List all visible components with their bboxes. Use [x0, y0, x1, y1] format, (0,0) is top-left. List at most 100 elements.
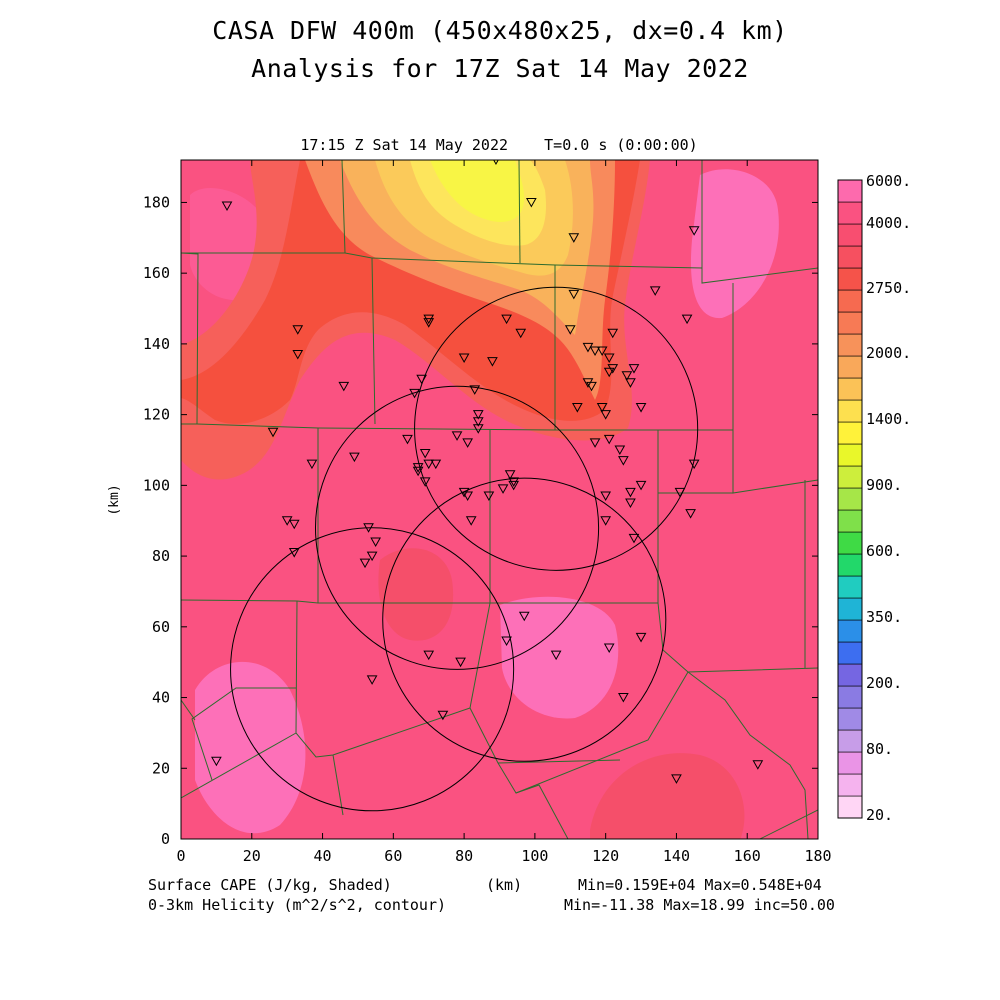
- colorbar-swatch: [837, 751, 863, 775]
- station-marker: [564, 325, 576, 335]
- station-marker: [681, 314, 693, 325]
- cape-area-high-sw: [195, 661, 306, 834]
- station-marker: [589, 346, 601, 356]
- colorbar-swatch: [837, 179, 863, 203]
- station-marker: [292, 325, 304, 335]
- colorbar-label: 80.: [866, 740, 893, 758]
- colorbar-label: 900.: [866, 476, 902, 494]
- station-marker: [423, 459, 435, 470]
- x-tick-label: 100: [521, 847, 548, 865]
- boundary-line: [181, 732, 297, 799]
- cape-area-1400: [430, 160, 525, 222]
- x-tick-label: 60: [384, 847, 402, 865]
- radar-ring-north: [414, 286, 699, 571]
- station-marker: [596, 346, 608, 356]
- colorbar-swatch: [837, 509, 863, 533]
- colorbar-swatch: [837, 223, 863, 247]
- cape-area-low-south: [590, 753, 745, 839]
- station-marker: [472, 410, 484, 420]
- colorbar-swatch: [837, 355, 863, 379]
- colorbar-label: 350.: [866, 608, 902, 626]
- y-tick-label: 180: [143, 193, 170, 211]
- station-marker: [525, 197, 537, 208]
- colorbar-swatch: [837, 795, 863, 819]
- station-marker: [423, 318, 435, 328]
- boundary-line: [181, 252, 199, 425]
- station-marker: [469, 385, 481, 395]
- station-marker: [366, 551, 378, 562]
- station-marker: [508, 477, 520, 487]
- station-marker: [625, 378, 636, 388]
- station-marker: [349, 452, 360, 463]
- colorbar-swatch: [837, 377, 863, 401]
- station-marker: [596, 403, 608, 413]
- station-marker: [359, 558, 371, 569]
- station-marker: [423, 650, 435, 661]
- station-marker: [649, 286, 661, 296]
- y-axis-label: (km): [107, 484, 122, 515]
- station-marker: [603, 367, 615, 378]
- station-marker: [582, 342, 594, 353]
- station-marker: [600, 410, 612, 420]
- station-marker: [586, 381, 597, 392]
- colorbar-swatch: [837, 311, 863, 335]
- x-axis-label: (km): [486, 876, 523, 894]
- boundary-line: [181, 699, 196, 721]
- boundary-line: [181, 599, 658, 604]
- station-marker: [419, 449, 431, 459]
- footer-stats-1: Min=0.159E+04 Max=0.548E+04: [578, 876, 822, 894]
- station-marker: [338, 381, 350, 392]
- station-marker: [688, 459, 700, 470]
- station-marker: [487, 357, 498, 367]
- x-tick-label: 120: [592, 847, 619, 865]
- radar-ring-center: [382, 477, 667, 762]
- x-tick-label: 160: [734, 847, 761, 865]
- colorbar-label: 1400.: [866, 410, 911, 428]
- x-tick-label: 40: [314, 847, 332, 865]
- station-marker: [607, 328, 619, 339]
- station-marker: [462, 491, 474, 501]
- radar-rings: [230, 286, 699, 812]
- boundary-line: [687, 671, 809, 839]
- boundary-line: [497, 759, 621, 764]
- station-marker: [614, 445, 626, 456]
- station-marker: [674, 487, 686, 498]
- station-marker: [497, 484, 509, 494]
- station-marker: [600, 491, 612, 501]
- station-marker: [515, 328, 527, 339]
- station-marker: [451, 431, 463, 441]
- footer-field-1: Surface CAPE (J/kg, Shaded): [148, 876, 392, 894]
- colorbar-swatch: [837, 641, 863, 665]
- radar-ring-southwest: [230, 527, 515, 812]
- x-tick-label: 20: [243, 847, 261, 865]
- valid-time-label: 17:15 Z Sat 14 May 2022 T=0.0 s (0:00:00…: [300, 136, 698, 154]
- y-tick-label: 60: [152, 618, 170, 636]
- station-marker: [501, 636, 512, 646]
- station-marker: [458, 353, 470, 364]
- x-axis: 0 20 40 60 80 100 120 140 160 180: [176, 160, 832, 865]
- x-tick-label: 0: [176, 847, 185, 865]
- station-marker: [483, 491, 495, 501]
- station-marker: [607, 364, 619, 374]
- colorbar-label: 2000.: [866, 344, 911, 362]
- station-marker: [603, 434, 615, 445]
- cape-area-high-se: [500, 596, 619, 719]
- boundary-line: [191, 687, 296, 781]
- station-marker: [465, 516, 477, 526]
- station-marker: [568, 289, 580, 300]
- station-marker: [211, 756, 222, 767]
- station-marker: [621, 371, 633, 381]
- station-marker: [589, 438, 601, 448]
- station-marker: [430, 459, 442, 470]
- colorbar-swatch: [837, 399, 863, 423]
- station-marker: [618, 456, 629, 466]
- colorbar-swatch: [837, 553, 863, 577]
- title-line-1: CASA DFW 400m (450x480x25, dx=0.4 km): [212, 16, 788, 45]
- station-marker: [501, 314, 512, 325]
- station-marker: [752, 760, 764, 770]
- station-marker: [628, 533, 640, 544]
- station-marker: [635, 403, 647, 413]
- y-axis: 0 20 40 60 80 100 120 140 160 180: [143, 193, 818, 848]
- y-tick-label: 40: [152, 689, 170, 707]
- boundary-line: [332, 754, 344, 816]
